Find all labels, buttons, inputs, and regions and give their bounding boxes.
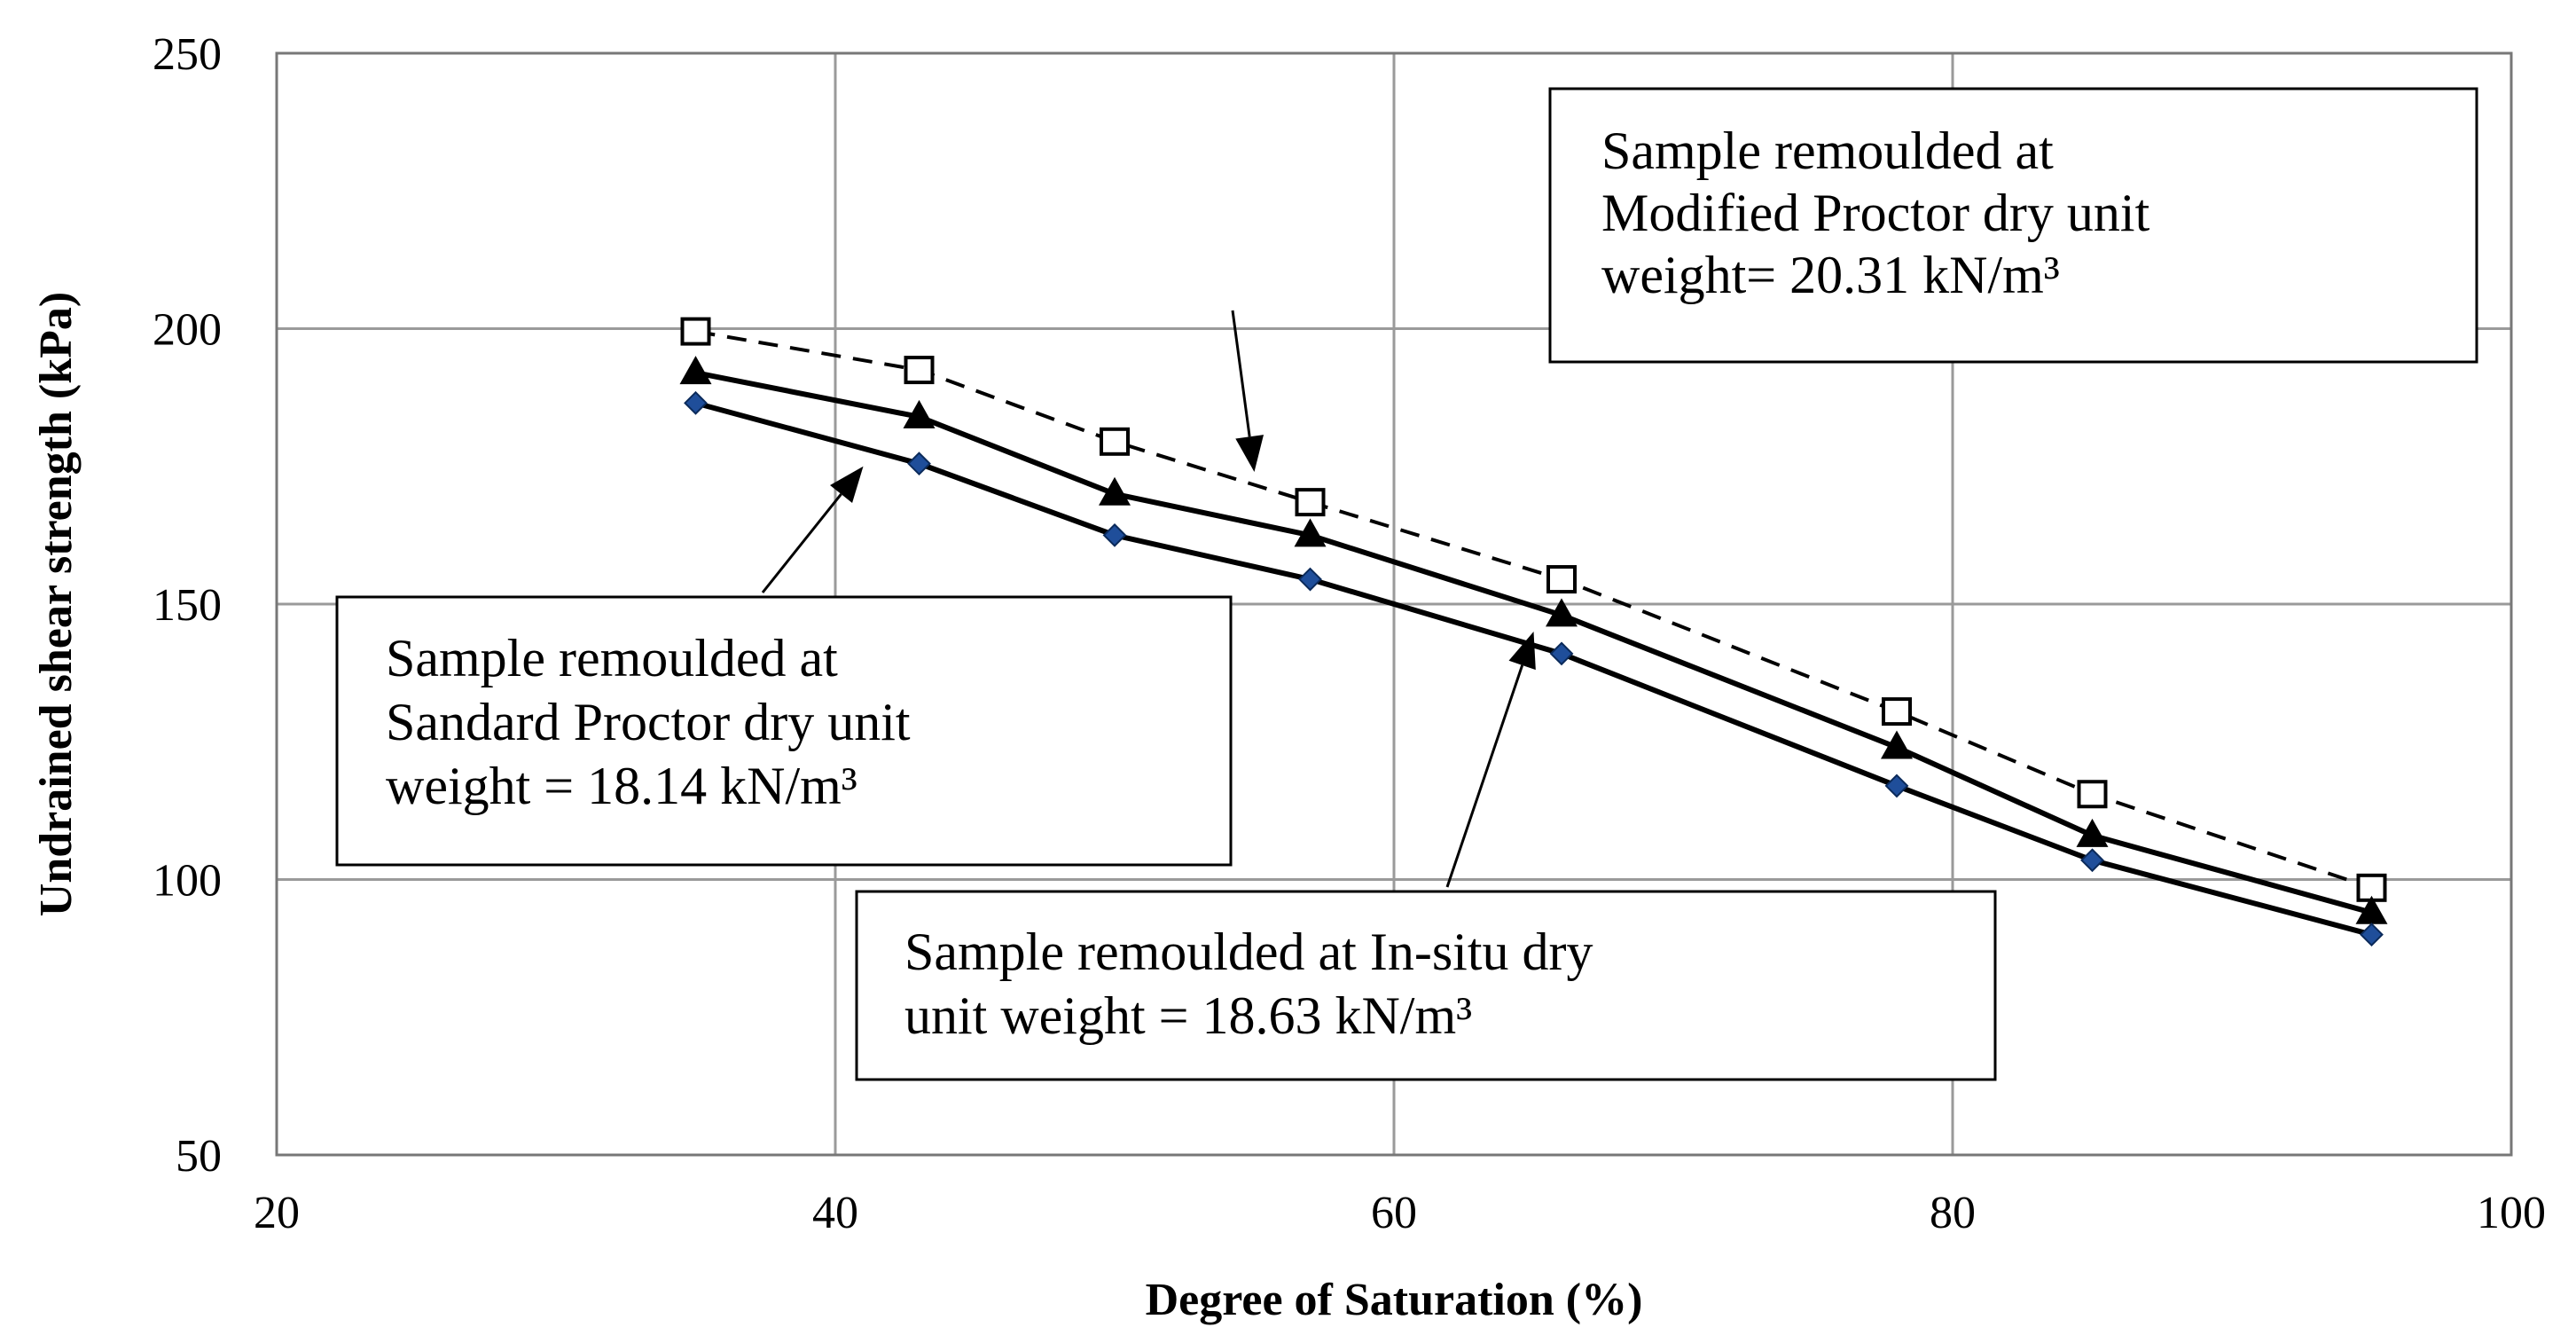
data-point-in-situ — [679, 356, 712, 385]
annotation-arrow-line — [1231, 310, 1251, 437]
annotation-box — [1548, 87, 2478, 364]
y-tick-label: 50 — [176, 1131, 222, 1182]
data-point-in-situ — [1099, 476, 1131, 506]
annotation-text: Sample remoulded at — [1601, 122, 2054, 180]
annotation-text: unit weight = 18.63 kN/m³ — [904, 986, 1472, 1045]
data-point-modified-proctor — [2077, 780, 2108, 809]
annotation-standard: Sample remoulded at Sandard Proctor dry u… — [335, 466, 1233, 867]
data-point-modified-proctor — [1295, 488, 1326, 517]
data-point-in-situ — [1294, 518, 1327, 547]
data-point-standard-proctor — [2080, 848, 2104, 873]
annotation-text: Sample remoulded at — [386, 629, 838, 687]
annotation-text: Sample remoulded at In-situ dry — [904, 923, 1593, 981]
x-axis-title: Degree of Saturation (%) — [1146, 1275, 1643, 1325]
data-point-modified-proctor — [1546, 565, 1577, 594]
series-line-standard-proctor — [694, 400, 2373, 938]
x-tick-label: 100 — [2477, 1188, 2546, 1238]
data-point-in-situ — [1546, 598, 1578, 627]
series-in-situ — [679, 356, 2388, 924]
annotation-arrow-head — [1508, 632, 1536, 671]
annotation-arrow-head — [1235, 435, 1265, 472]
annotation-text: Modified Proctor dry unit — [1601, 184, 2150, 242]
data-point-in-situ — [2355, 895, 2388, 924]
data-point-standard-proctor — [907, 452, 931, 476]
annotation-text: weight= 20.31 kN/m³ — [1601, 246, 2060, 304]
data-point-modified-proctor — [680, 317, 711, 346]
data-point-standard-proctor — [1549, 641, 1574, 666]
annotation-box — [335, 595, 1233, 867]
data-point-standard-proctor — [684, 390, 708, 415]
series-modified-proctor — [680, 317, 2387, 902]
series-line-modified-proctor — [695, 329, 2373, 890]
y-tick-label: 150 — [153, 580, 222, 631]
data-point-in-situ — [2076, 818, 2109, 847]
annotation-text: weight = 18.14 kN/m³ — [386, 757, 857, 815]
x-tick-label: 60 — [1371, 1188, 1417, 1238]
y-tick-label: 100 — [153, 856, 222, 907]
data-point-standard-proctor — [1298, 567, 1322, 592]
data-point-modified-proctor — [1882, 697, 1912, 726]
series-layer — [679, 317, 2388, 947]
series-line-in-situ — [694, 370, 2373, 915]
data-point-standard-proctor — [1102, 522, 1127, 547]
annotation-text: Sandard Proctor dry unit — [386, 693, 911, 751]
data-point-standard-proctor — [1884, 774, 1909, 798]
y-axis-title: Undrained shear strength (kPa) — [31, 292, 82, 916]
data-point-standard-proctor — [2360, 923, 2384, 947]
data-point-in-situ — [1881, 730, 1913, 759]
x-tick-label: 40 — [812, 1188, 858, 1238]
annotation-arrow-line — [761, 493, 842, 593]
data-point-modified-proctor — [1100, 427, 1130, 456]
annotation-arrow-head — [830, 466, 864, 503]
annotation-box — [855, 890, 1997, 1081]
x-tick-label: 20 — [254, 1188, 300, 1238]
y-tick-label: 200 — [153, 305, 222, 356]
series-standard-proctor — [684, 390, 2384, 947]
plot-frame — [275, 51, 2513, 1157]
y-tick-label: 250 — [153, 29, 222, 80]
data-point-modified-proctor — [904, 356, 935, 385]
annotation-arrow-line — [1445, 664, 1524, 888]
tick-labels: 20 40 60 80 100 50 100 150 200 250 — [153, 29, 2546, 1238]
x-tick-label: 80 — [1930, 1188, 1976, 1238]
data-point-in-situ — [903, 399, 936, 428]
